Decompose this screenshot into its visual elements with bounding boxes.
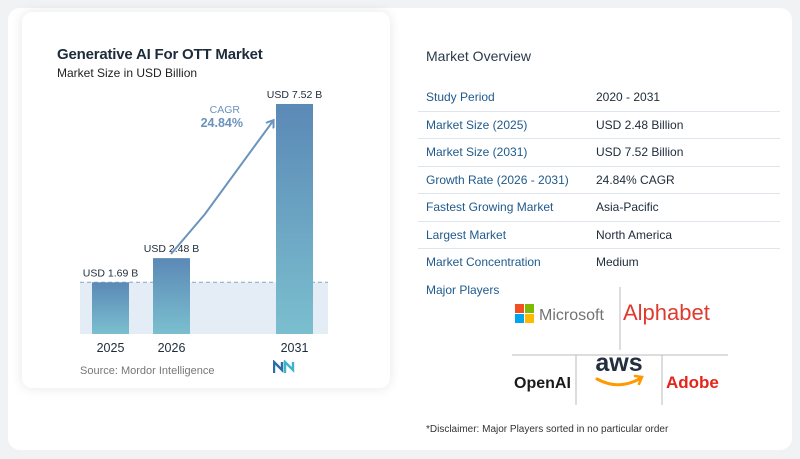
overview-label: Study Period (426, 90, 495, 105)
openai-logo: OpenAI (514, 375, 571, 392)
overview-value: 24.84% CAGR (596, 172, 675, 187)
data-label: USD 2.48 B (144, 243, 199, 255)
disclaimer: *Disclaimer: Major Players sorted in no … (426, 424, 669, 435)
cagr-label: CAGR (210, 104, 241, 116)
overview-row: Growth Rate (2026 - 2031) 24.84% CAGR (418, 165, 780, 194)
aws-smile-icon (595, 376, 643, 387)
major-players-label: Major Players (426, 283, 500, 297)
overview-value: USD 7.52 Billion (596, 145, 684, 160)
overview-value: Medium (596, 255, 639, 270)
aws-arrow-icon (633, 374, 644, 386)
overview-row: Market Size (2031) USD 7.52 Billion (418, 138, 780, 166)
data-label: USD 7.52 B (267, 89, 322, 101)
chart-title: Generative AI For OTT Market (57, 46, 263, 63)
bar-2025 (92, 282, 129, 334)
microsoft-logo: Microsoft (515, 304, 604, 324)
overview-value: North America (596, 227, 673, 242)
chart-subtitle: Market Size in USD Billion (57, 66, 198, 80)
overview-row: Largest Market North America (418, 220, 780, 249)
overview-label: Market Size (2025) (426, 117, 528, 132)
alphabet-logo: Alphabet (623, 300, 710, 325)
x-tick-label: 2031 (281, 341, 309, 355)
overview-label: Growth Rate (2026 - 2031) (426, 172, 569, 187)
overview-label: Market Concentration (426, 255, 541, 270)
mordor-logo-icon (273, 360, 295, 373)
aws-logo-text: aws (595, 349, 642, 377)
bar-2031 (276, 103, 313, 334)
aws-logo: aws (595, 349, 644, 387)
bar-2026 (153, 258, 190, 334)
overview-value: USD 2.48 Billion (596, 117, 684, 132)
overview-table: Study Period 2020 - 2031 Market Size (202… (418, 84, 780, 276)
overview-value: 2020 - 2031 (596, 90, 661, 105)
overview-title: Market Overview (426, 48, 532, 64)
overview-row: Fastest Growing Market Asia-Pacific (418, 193, 780, 221)
overview-label: Market Size (2031) (426, 145, 528, 160)
data-label: USD 1.69 B (83, 267, 138, 279)
x-tick-label: 2025 (97, 341, 125, 355)
overview-label: Largest Market (426, 227, 507, 242)
x-tick-label: 2026 (158, 341, 186, 355)
microsoft-logo-square (525, 314, 534, 323)
overview-label: Fastest Growing Market (426, 200, 554, 215)
overview-row: Market Concentration Medium (418, 248, 780, 276)
source-note: Source: Mordor Intelligence (80, 365, 215, 377)
adobe-logo: Adobe (666, 373, 719, 392)
microsoft-logo-square (515, 314, 524, 323)
microsoft-logo-square (525, 304, 534, 313)
cagr-value: 24.84% (201, 116, 243, 130)
microsoft-logo-square (515, 304, 524, 313)
overview-value: Asia-Pacific (596, 200, 659, 215)
overview-row: Study Period 2020 - 2031 (418, 84, 780, 111)
cagr-arrow (170, 121, 273, 255)
microsoft-logo-text: Microsoft (539, 307, 604, 324)
overview-row: Market Size (2025) USD 2.48 Billion (418, 110, 780, 139)
